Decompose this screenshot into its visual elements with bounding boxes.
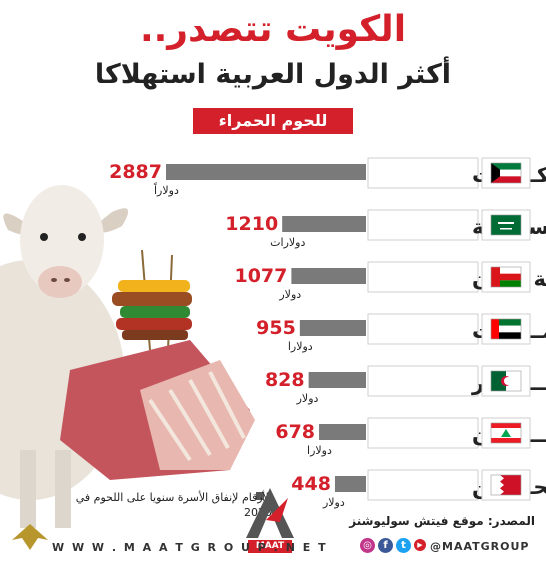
value-label: 955	[256, 317, 296, 339]
bar	[166, 164, 366, 180]
category-box	[367, 157, 479, 189]
unit-label: دولارا	[307, 444, 332, 457]
oman-flag-icon	[490, 266, 522, 288]
value-label: 1210	[225, 213, 278, 235]
brand-label: MAAT	[248, 540, 292, 553]
page-title: الكويت تتصدر..	[139, 9, 407, 50]
unit-label: دولار	[296, 392, 319, 405]
value-label: 1077	[234, 265, 287, 287]
facebook-icon[interactable]: f	[378, 538, 393, 553]
bar	[334, 476, 366, 492]
category-box	[367, 417, 479, 449]
algeria-flag-icon	[490, 370, 522, 392]
social-handle[interactable]: @MAATGROUP	[430, 540, 530, 553]
value-label: 678	[275, 421, 315, 443]
kebab-icon	[112, 249, 192, 351]
bahrain-flag-icon	[490, 474, 522, 496]
unit-label: دولار	[322, 496, 345, 509]
instagram-icon[interactable]: ◎	[360, 538, 375, 553]
uae-flag-icon	[490, 318, 522, 340]
bar	[299, 320, 366, 336]
category-box	[367, 469, 479, 501]
kuwait-flag-icon	[490, 162, 522, 184]
bar	[291, 268, 366, 284]
category-box	[367, 313, 479, 345]
topic-badge: للحوم الحمراء	[193, 108, 353, 134]
unit-label: دولارا	[288, 340, 313, 353]
saudi-flag-icon	[490, 214, 522, 236]
page-subtitle: أكثر الدول العربية استهلاكا	[94, 59, 452, 90]
unit-label: دولار	[278, 288, 301, 301]
lebanon-flag-icon	[490, 422, 522, 444]
maat-logo-icon	[246, 488, 294, 538]
value-label: 448	[291, 473, 331, 495]
bar	[308, 372, 366, 388]
eagle-logo-icon	[12, 524, 48, 550]
value-label: 2887	[109, 161, 162, 183]
unit-label: دولارات	[270, 236, 305, 249]
unit-label: دولاراً	[154, 182, 179, 197]
bar	[319, 424, 366, 440]
category-box	[367, 209, 479, 241]
note-marker	[256, 492, 264, 500]
website-link[interactable]: W W W . M A A T G R O U P . N E T	[52, 541, 328, 554]
youtube-icon[interactable]: ▶	[414, 539, 426, 551]
category-box	[367, 261, 479, 293]
value-label: 828	[265, 369, 305, 391]
bar	[282, 216, 366, 232]
twitter-icon[interactable]: t	[396, 538, 411, 553]
category-box	[367, 365, 479, 397]
ribs-icon	[60, 340, 255, 480]
source-credit: المصدر: موقع فيتش سوليوشنز	[349, 514, 535, 528]
